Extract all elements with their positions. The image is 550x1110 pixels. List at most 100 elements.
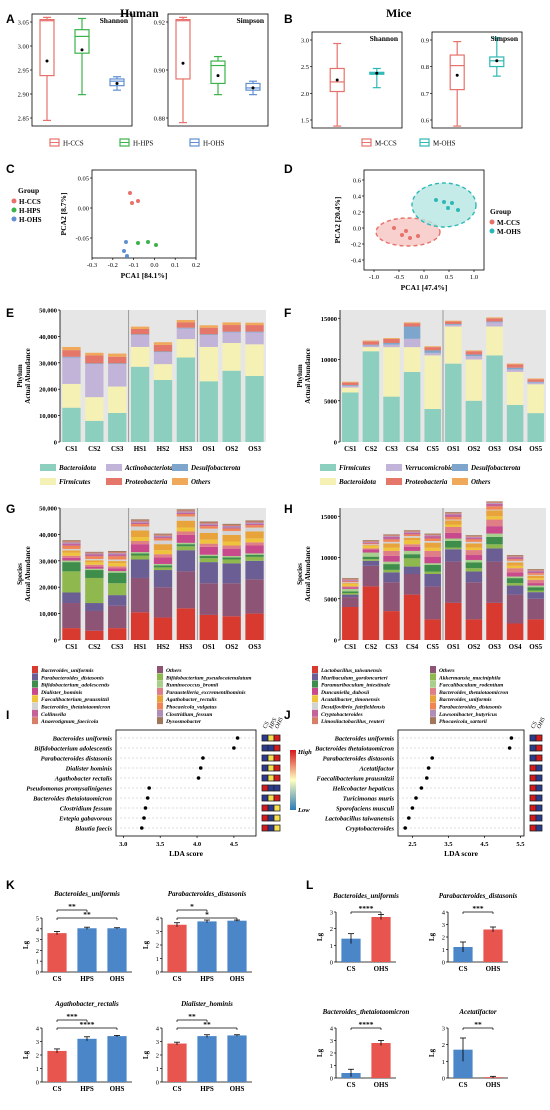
chart-i-lda-point	[235, 736, 240, 740]
chart-h-legend-swatch	[312, 680, 318, 688]
chart-h-legend-label: Bacteroides_uniformis	[438, 697, 492, 703]
chart-k1-title: Bacteroides_uniformis	[53, 890, 120, 898]
chart-h-bar-segment	[403, 530, 421, 532]
chart-h-bar-segment	[465, 562, 483, 569]
chart-h-bar-segment	[527, 598, 544, 620]
chart-h-legend-swatch	[430, 717, 436, 725]
chart-j-heat-cell	[535, 754, 543, 762]
chart-g-y-tick-label: 30,000	[39, 558, 57, 565]
chart-l2-sig-label: ***	[472, 904, 484, 913]
panel-b-shannon-title: Shannon	[370, 34, 399, 43]
chart-h-bar-segment	[403, 537, 421, 541]
panel-a-shannon-y-tick-label: 2.85	[18, 116, 29, 123]
chart-g-legend-swatch	[157, 666, 163, 673]
chart-j-lda-point	[507, 746, 512, 750]
chart-i-heat-cell	[267, 784, 275, 792]
pca-c-point	[124, 240, 128, 244]
chart-i-heat-cell	[267, 744, 275, 752]
chart-h-legend-swatch	[430, 709, 436, 717]
chart-f-bar-segment	[403, 326, 421, 339]
chart-h-bar-segment	[486, 536, 503, 545]
chart-h-bar-segment	[465, 547, 483, 551]
chart-e-legend-swatch	[172, 478, 188, 485]
pca-c-legend-point	[11, 207, 17, 213]
chart-f-x-tick-label: CS4	[406, 445, 419, 453]
chart-l4-title: Acetatifactor	[458, 1008, 497, 1016]
chart-i-heat-cell	[261, 734, 269, 742]
panel-label-e: E	[6, 306, 15, 320]
chart-h-bar-segment	[424, 541, 441, 543]
chart-f-bar-segment	[445, 321, 462, 325]
chart-h-bar-segment	[465, 536, 483, 537]
chart-h-bar-segment	[342, 591, 359, 593]
chart-h-bar-segment	[342, 588, 359, 592]
chart-g-bar-segment	[176, 546, 196, 551]
chart-f-bar-segment	[465, 400, 483, 442]
chart-f-legend-label: Proteobacteria	[405, 478, 448, 486]
chart-g-bar-segment	[85, 630, 104, 640]
chart-l1-y-tick-label: 1	[330, 943, 333, 950]
chart-f-bar-segment	[403, 338, 421, 348]
chart-g-bar-segment	[108, 572, 127, 584]
chart-j-heat-cell	[529, 814, 537, 822]
chart-g-legend-label: Faecalibacterium_prausnitzii	[41, 697, 110, 703]
chart-g-bar-segment	[153, 570, 173, 588]
chart-e-bar-segment	[222, 322, 241, 326]
chart-i-heat-cell	[267, 814, 275, 822]
chart-h-bar-segment	[383, 611, 400, 640]
chart-f-bar-segment	[486, 355, 503, 442]
chart-h-x-tick-label: OS5	[529, 643, 542, 651]
chart-h-bar-segment	[424, 547, 441, 551]
chart-g-bar-segment	[176, 527, 196, 532]
chart-g-bar-segment	[130, 559, 150, 578]
chart-g-bar-segment	[222, 524, 241, 526]
chart-e-bar-segment	[245, 325, 264, 332]
chart-l3-x-tick-label: OHS	[374, 1081, 389, 1089]
chart-e-legend-swatch	[172, 464, 188, 471]
chart-g-x-tick-label: CS2	[88, 643, 101, 651]
chart-i-feature-label: Clostridium fessum	[60, 806, 112, 813]
chart-e-bar-segment	[176, 339, 196, 358]
chart-i-heat-cell	[273, 814, 281, 822]
chart-f-bar-segment	[362, 351, 380, 442]
chart-g-bar-segment	[245, 531, 264, 539]
chart-i-heat-cell	[267, 804, 275, 812]
chart-g-bar-segment	[199, 532, 218, 540]
chart-g-legend-label: Paraustelleria_excrementihominis	[166, 690, 246, 696]
chart-g-bar-segment	[199, 554, 218, 557]
chart-i-lda-point	[147, 786, 151, 790]
chart-h-bar-segment	[383, 550, 400, 556]
panel-b-shannon-y-tick-label: 3.0	[301, 38, 309, 45]
chart-h-bar-segment	[362, 541, 380, 542]
chart-g-bar-segment	[85, 566, 104, 569]
chart-e-y-tick-label: 40,000	[39, 334, 57, 341]
chart-h-bar-segment	[383, 534, 400, 536]
chart-k4-y-tick-label: 2	[156, 1053, 159, 1060]
chart-g-bar-segment	[245, 521, 264, 523]
chart-h-bar-segment	[445, 517, 462, 520]
panel-a-shannon-y-tick-label: 2.95	[18, 68, 29, 75]
chart-f-bar-segment	[506, 367, 524, 370]
chart-j-lda-point	[425, 776, 429, 780]
chart-g-bar-segment	[176, 510, 196, 512]
chart-g-bar-segment	[153, 567, 173, 571]
chart-l3-title: Bacteroides_thetaiotaomicron	[322, 1008, 410, 1016]
chart-k2-y-tick-label: 2	[156, 943, 159, 950]
panel-a-shannon-y-tick-label: 2.90	[18, 92, 29, 99]
chart-j-lda-point	[419, 786, 424, 790]
chart-h-y-label: Species	[296, 563, 304, 585]
chart-g-bar-segment	[85, 562, 104, 565]
chart-l4-y-label: Lg	[428, 1048, 436, 1057]
chart-g-bar-segment	[62, 550, 81, 553]
panel-a-simpson-box	[210, 60, 226, 85]
chart-j-feature-label: Bacteroides uniformis	[334, 736, 395, 743]
chart-l1-y-label: Lg	[316, 932, 324, 941]
chart-i-feature-label: Parabacteroides distasonis	[41, 756, 113, 763]
chart-h-bar-segment	[486, 533, 503, 537]
chart-h-bar-segment	[465, 541, 483, 544]
chart-g-bar-segment	[62, 543, 81, 546]
chart-e-legend-swatch	[106, 478, 122, 485]
chart-l3-y-tick-label: 1	[330, 1063, 333, 1070]
chart-h-bar-segment	[527, 592, 544, 599]
chart-i-heat-cell	[273, 784, 281, 792]
